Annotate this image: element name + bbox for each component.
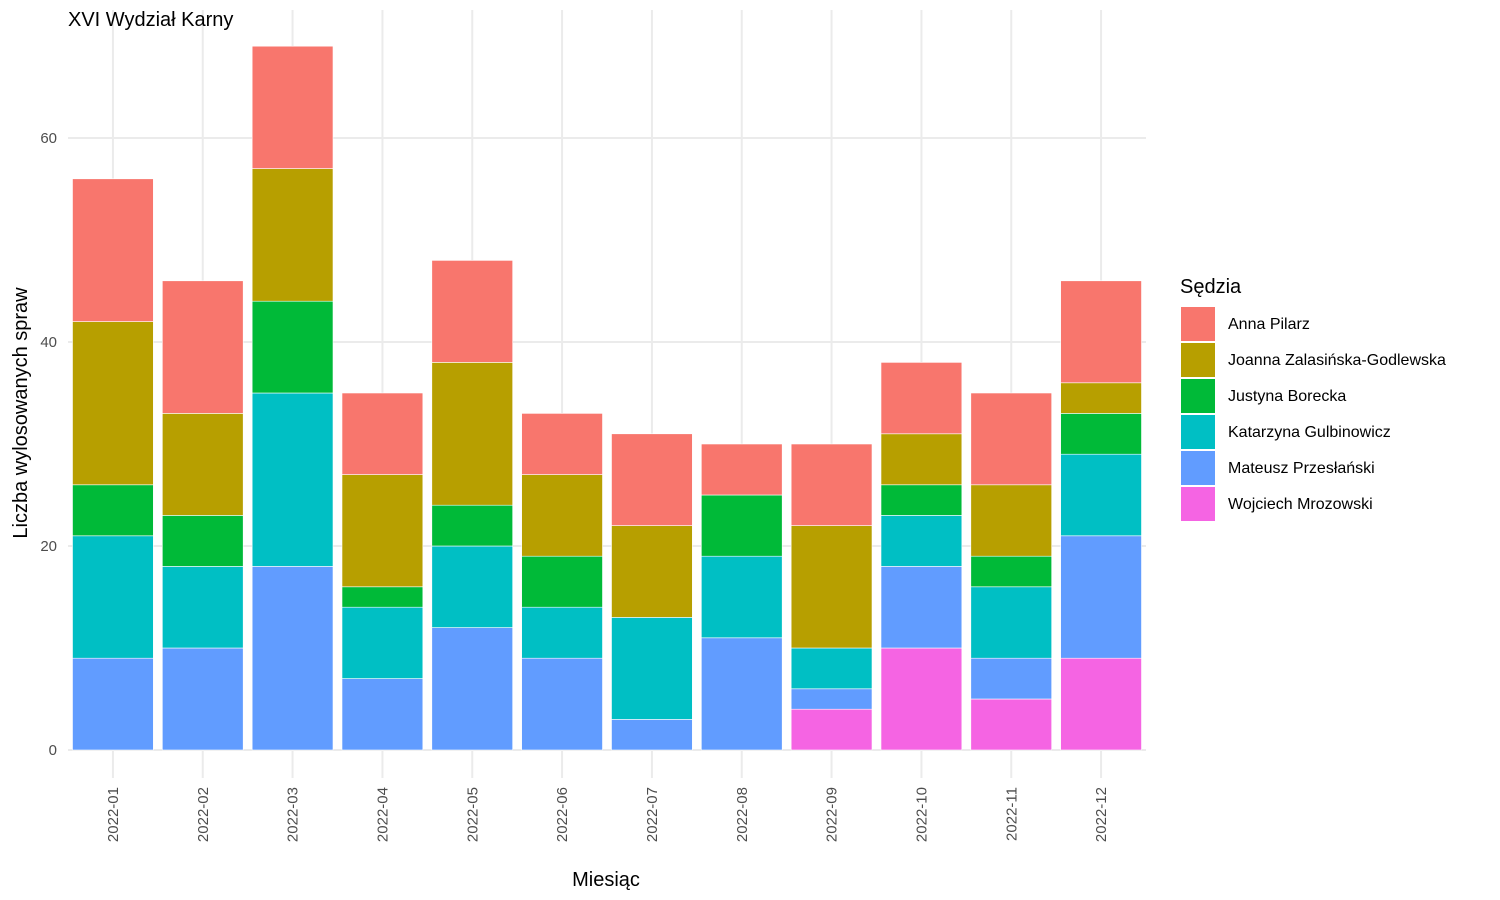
bar-2022-09-wojciech-mrozowski (790, 708, 873, 751)
bar-2022-04-mateusz-przes-a-ski (341, 678, 424, 751)
bars (72, 45, 1142, 751)
bar-2022-04-joanna-zalasi-ska-godlewska (341, 474, 424, 588)
bar-2022-05-joanna-zalasi-ska-godlewska (431, 362, 513, 506)
bar-2022-02-joanna-zalasi-ska-godlewska (162, 413, 244, 516)
bar-2022-08-mateusz-przes-a-ski (701, 637, 783, 751)
bar-2022-12-anna-pilarz (1060, 280, 1142, 384)
bar-2022-09-anna-pilarz (790, 443, 873, 526)
bar-2022-10-wojciech-mrozowski (880, 647, 963, 751)
bar-2022-10-mateusz-przes-a-ski (880, 566, 963, 649)
bar-2022-11-joanna-zalasi-ska-godlewska (970, 484, 1052, 557)
x-tick-label: 2022-05 (464, 787, 481, 842)
bar-2022-01-joanna-zalasi-ska-godlewska (72, 321, 154, 486)
bar-2022-02-justyna-borecka (162, 515, 244, 567)
bar-2022-06-katarzyna-gulbinowicz (521, 606, 603, 659)
bar-2022-02-katarzyna-gulbinowicz (162, 566, 244, 649)
y-axis-title: Liczba wylosowanych spraw (10, 287, 32, 539)
bar-2022-11-justyna-borecka (970, 555, 1052, 588)
legend-key (1181, 379, 1215, 413)
x-tick-label: 2022-02 (195, 787, 212, 842)
bar-2022-06-justyna-borecka (521, 555, 603, 608)
bar-2022-07-joanna-zalasi-ska-godlewska (611, 525, 693, 618)
bar-2022-10-katarzyna-gulbinowicz (880, 515, 963, 567)
legend-key (1181, 415, 1215, 449)
x-tick-label: 2022-04 (374, 787, 391, 842)
bar-2022-10-justyna-borecka (880, 484, 963, 516)
bar-2022-08-katarzyna-gulbinowicz (701, 555, 783, 639)
bar-2022-03-joanna-zalasi-ska-godlewska (251, 168, 334, 302)
bar-2022-12-wojciech-mrozowski (1060, 657, 1142, 751)
x-tick-label: 2022-10 (913, 787, 930, 842)
x-tick-label: 2022-06 (554, 787, 571, 842)
bar-2022-01-katarzyna-gulbinowicz (72, 535, 154, 659)
bar-2022-01-mateusz-przes-a-ski (72, 657, 154, 751)
bar-2022-10-anna-pilarz (880, 362, 963, 435)
legend-label: Joanna Zalasińska-Godlewska (1228, 352, 1446, 369)
bar-2022-04-anna-pilarz (341, 392, 424, 475)
legend-label: Justyna Borecka (1228, 388, 1346, 405)
bar-2022-03-katarzyna-gulbinowicz (251, 392, 334, 567)
bar-2022-07-mateusz-przes-a-ski (611, 719, 693, 751)
x-axis-title: Miesiąc (572, 869, 640, 891)
bar-2022-12-joanna-zalasi-ska-godlewska (1060, 382, 1142, 414)
bar-2022-05-anna-pilarz (431, 260, 513, 363)
bar-2022-03-justyna-borecka (251, 300, 334, 394)
x-tick-label: 2022-08 (734, 787, 751, 842)
bar-2022-01-anna-pilarz (72, 178, 154, 322)
bar-2022-02-anna-pilarz (162, 280, 244, 414)
bar-2022-05-mateusz-przes-a-ski (431, 627, 513, 751)
bar-2022-04-katarzyna-gulbinowicz (341, 606, 424, 679)
bar-2022-12-justyna-borecka (1060, 413, 1142, 455)
bar-2022-11-anna-pilarz (970, 392, 1052, 486)
bar-2022-03-mateusz-przes-a-ski (251, 566, 334, 751)
bar-2022-09-mateusz-przes-a-ski (790, 688, 873, 710)
bar-2022-11-mateusz-przes-a-ski (970, 657, 1052, 700)
bar-2022-06-anna-pilarz (521, 413, 603, 475)
bar-2022-06-joanna-zalasi-ska-godlewska (521, 474, 603, 557)
bar-2022-04-justyna-borecka (341, 586, 424, 608)
bar-2022-09-katarzyna-gulbinowicz (790, 647, 873, 690)
legend-key (1181, 307, 1215, 341)
x-tick-label: 2022-09 (824, 787, 841, 842)
legend-label: Katarzyna Gulbinowicz (1228, 424, 1391, 441)
bar-2022-03-anna-pilarz (251, 45, 334, 169)
bar-2022-11-katarzyna-gulbinowicz (970, 586, 1052, 659)
y-tick-label: 40 (40, 334, 57, 351)
bar-2022-01-justyna-borecka (72, 484, 154, 537)
legend-key (1181, 343, 1215, 377)
bar-2022-06-mateusz-przes-a-ski (521, 657, 603, 751)
x-tick-label: 2022-07 (644, 787, 661, 842)
bar-2022-11-wojciech-mrozowski (970, 698, 1052, 751)
legend-title: Sędzia (1180, 276, 1242, 298)
chart-title: XVI Wydział Karny (68, 9, 233, 31)
bar-2022-07-katarzyna-gulbinowicz (611, 617, 693, 720)
legend-label: Anna Pilarz (1228, 316, 1310, 333)
legend-key (1181, 451, 1215, 485)
x-tick-label: 2022-03 (285, 787, 302, 842)
bar-2022-12-mateusz-przes-a-ski (1060, 535, 1142, 659)
x-tick-label: 2022-12 (1093, 787, 1110, 842)
legend-key (1181, 487, 1215, 521)
x-tick-label: 2022-01 (105, 787, 122, 842)
bar-2022-05-justyna-borecka (431, 504, 513, 547)
bar-2022-09-joanna-zalasi-ska-godlewska (790, 525, 873, 649)
bar-2022-12-katarzyna-gulbinowicz (1060, 453, 1142, 537)
bar-2022-02-mateusz-przes-a-ski (162, 647, 244, 751)
y-tick-label: 0 (49, 742, 57, 759)
y-tick-label: 60 (40, 130, 57, 147)
x-tick-label: 2022-11 (1003, 787, 1020, 841)
bar-2022-08-justyna-borecka (701, 494, 783, 557)
bar-2022-07-anna-pilarz (611, 433, 693, 526)
bar-2022-08-anna-pilarz (701, 443, 783, 496)
legend-label: Mateusz Przesłański (1228, 460, 1375, 477)
bar-2022-05-katarzyna-gulbinowicz (431, 545, 513, 628)
legend: Anna Pilarz Joanna Zalasińska-Godlewska Ju… (1181, 307, 1446, 521)
y-axis-ticks: 0 20 40 60 (40, 130, 57, 759)
bar-2022-10-joanna-zalasi-ska-godlewska (880, 433, 963, 486)
y-tick-label: 20 (40, 538, 57, 555)
x-axis-ticks: 2022-01 2022-02 2022-03 2022-04 2022-05 2022-… (105, 787, 1110, 842)
legend-label: Wojciech Mrozowski (1228, 496, 1373, 513)
